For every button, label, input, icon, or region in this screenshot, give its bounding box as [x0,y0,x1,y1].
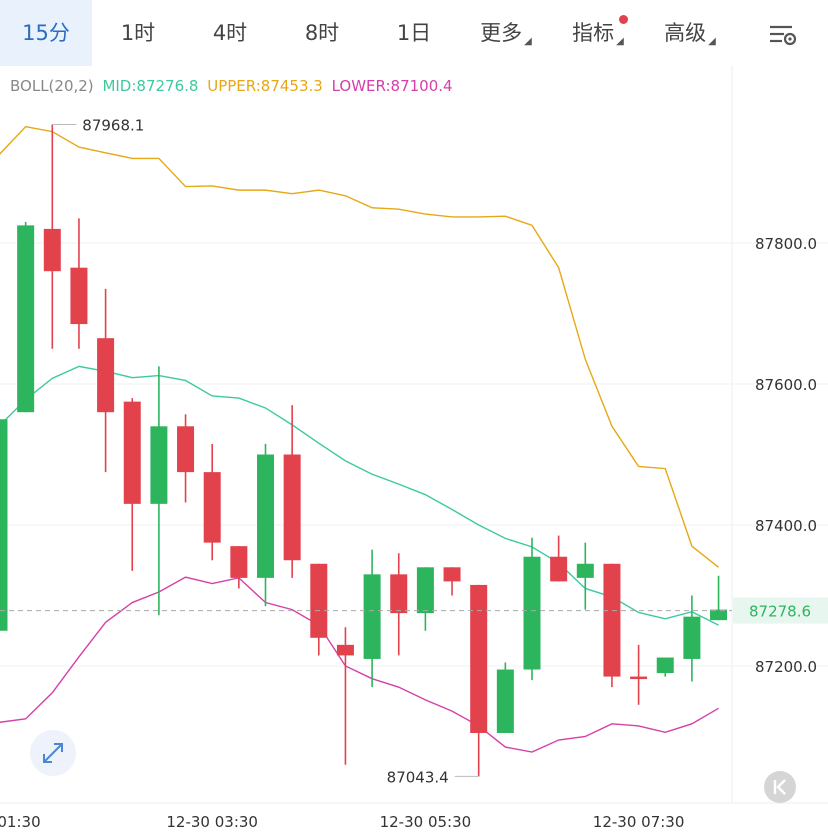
candle-body [150,426,168,504]
y-tick-label: 87200.0 [755,658,817,676]
candle-body [523,556,541,670]
candle-body [710,609,728,621]
tab-label: 1日 [396,21,432,45]
tab-label: 指标 [572,21,615,45]
tab-label: 高级 [664,21,707,45]
boll-name: BOLL(20,2) [10,77,94,95]
candle-body [230,546,248,578]
candle-body [70,267,88,325]
tab-label: 8时 [304,21,340,45]
dropdown-triangle-icon: ◢ [708,36,716,47]
notification-dot [619,15,628,24]
tab-5[interactable]: 更多 ◢ [460,0,552,66]
y-tick-label: 87400.0 [755,517,817,535]
tab-label: 1时 [120,21,156,45]
candle-body [630,676,648,680]
y-tick-label: 87600.0 [755,376,817,394]
boll-lower-line [0,576,719,753]
candle-body [123,401,141,504]
candle-body [470,584,488,733]
candle-body [390,574,408,614]
chart-settings-glyph [770,25,797,46]
dropdown-triangle-icon: ◢ [524,36,532,47]
expand-chart-button[interactable] [30,730,76,776]
x-tick-label: 12-30 03:30 [166,813,258,831]
boll-mid-value: MID:87276.8 [102,77,199,95]
last-price-label: 87278.6 [749,603,811,621]
candle-body [416,567,434,614]
candle-body [203,472,221,543]
boll-mid-line [0,365,719,626]
candle-body [97,338,115,413]
low-price-label: 87043.4 [387,768,449,786]
candle-body [283,454,301,561]
candle-body [603,563,621,677]
tab-label: 15分 [22,21,70,45]
candle-body [683,616,701,659]
x-tick-label: 12-30 05:30 [380,813,472,831]
chart-settings-icon[interactable] [762,18,802,50]
candle-body [496,669,514,733]
tab-1[interactable]: 1时 [92,0,184,66]
candle-body [336,644,354,656]
candle-body [0,419,8,631]
candle-body [17,225,35,413]
tab-7[interactable]: 高级 ◢ [644,0,736,66]
high-price-label: 87968.1 [82,116,144,134]
expand-icon [43,743,63,763]
boll-upper-line [0,125,719,568]
boll-legend: BOLL(20,2) MID:87276.8 UPPER:87453.3 LOW… [10,77,457,95]
candlestick-chart[interactable]: 87800.0 87600.0 87400.0 87200.0 87278.6 87968… [0,66,828,836]
candle-body [177,426,195,473]
candle-body [257,454,274,578]
tab-4[interactable]: 1日 [368,0,460,66]
y-tick-label: 87800.0 [755,235,817,253]
jump-to-latest-icon [773,779,786,795]
dropdown-triangle-icon: ◢ [616,36,624,47]
tab-0[interactable]: 15分 [0,0,92,66]
last-price-box [733,597,828,624]
boll-lower-value: LOWER:87100.4 [331,77,453,95]
candle-body [363,574,381,659]
jump-to-latest-button[interactable] [764,771,796,803]
timeframe-tabbar: 15分 1时 4时 8时 1日 更多 ◢ 指标 ◢ 高级 ◢ [0,0,828,66]
tab-label: 更多 [480,21,523,45]
candle-body [656,657,674,674]
tab-2[interactable]: 4时 [184,0,276,66]
x-tick-label: 01:30 [0,813,41,831]
tab-6[interactable]: 指标 ◢ [552,0,644,66]
x-tick-label: 12-30 07:30 [593,813,685,831]
candle-body [43,228,61,272]
candle-body [576,563,594,578]
tab-3[interactable]: 8时 [276,0,368,66]
candle-body [310,563,328,638]
tab-label: 4时 [212,21,248,45]
candle-body [550,556,568,582]
boll-upper-value: UPPER:87453.3 [207,77,323,95]
candle-body [443,567,461,582]
